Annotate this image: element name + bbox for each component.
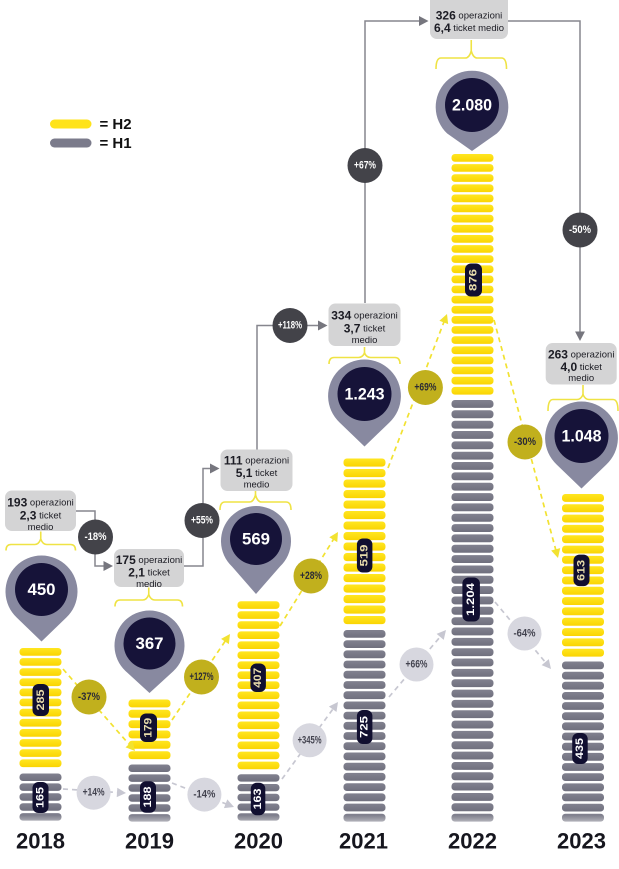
svg-text:2020: 2020 bbox=[234, 829, 283, 854]
svg-text:+14%: +14% bbox=[83, 787, 105, 799]
svg-text:= H2: = H2 bbox=[100, 116, 132, 133]
svg-text:519: 519 bbox=[359, 545, 371, 567]
svg-text:179: 179 bbox=[143, 718, 155, 738]
svg-text:450: 450 bbox=[28, 580, 56, 599]
svg-text:367: 367 bbox=[136, 634, 164, 653]
svg-text:407: 407 bbox=[252, 668, 264, 688]
svg-text:1.204: 1.204 bbox=[465, 582, 477, 616]
svg-text:5,1 ticket: 5,1 ticket bbox=[236, 466, 278, 480]
svg-text:-18%: -18% bbox=[85, 531, 107, 543]
svg-text:2022: 2022 bbox=[448, 829, 497, 854]
svg-text:medio: medio bbox=[136, 579, 162, 590]
svg-text:+55%: +55% bbox=[191, 515, 213, 527]
svg-text:+127%: +127% bbox=[190, 671, 214, 683]
svg-text:+345%: +345% bbox=[298, 734, 322, 746]
svg-text:+67%: +67% bbox=[354, 160, 376, 172]
svg-text:+66%: +66% bbox=[406, 659, 428, 671]
svg-text:-14%: -14% bbox=[193, 789, 215, 801]
svg-text:165: 165 bbox=[35, 787, 47, 808]
svg-text:medio: medio bbox=[28, 522, 54, 533]
svg-text:725: 725 bbox=[359, 716, 371, 738]
svg-text:263 operazioni: 263 operazioni bbox=[548, 348, 615, 362]
svg-text:569: 569 bbox=[242, 530, 270, 549]
svg-text:111 operazioni: 111 operazioni bbox=[224, 454, 289, 468]
svg-text:876: 876 bbox=[468, 269, 480, 291]
svg-text:3,7 ticket: 3,7 ticket bbox=[344, 322, 386, 336]
svg-text:6,4 ticket medio: 6,4 ticket medio bbox=[434, 21, 504, 35]
svg-text:188: 188 bbox=[142, 787, 154, 808]
svg-text:175 operazioni: 175 operazioni bbox=[116, 553, 183, 567]
svg-text:medio: medio bbox=[568, 373, 594, 384]
svg-text:613: 613 bbox=[576, 560, 588, 581]
svg-text:-64%: -64% bbox=[514, 628, 536, 640]
svg-text:1.048: 1.048 bbox=[562, 427, 602, 446]
svg-text:-50%: -50% bbox=[569, 224, 591, 236]
svg-text:2023: 2023 bbox=[557, 829, 606, 854]
svg-text:2018: 2018 bbox=[16, 829, 65, 854]
svg-text:+118%: +118% bbox=[278, 320, 302, 332]
svg-text:= H1: = H1 bbox=[100, 135, 132, 152]
svg-text:2021: 2021 bbox=[339, 829, 388, 854]
svg-text:163: 163 bbox=[252, 789, 264, 810]
svg-text:193 operazioni: 193 operazioni bbox=[7, 496, 74, 510]
svg-text:334 operazioni: 334 operazioni bbox=[331, 309, 398, 323]
svg-text:-30%: -30% bbox=[514, 436, 536, 448]
svg-text:285: 285 bbox=[35, 690, 47, 711]
svg-text:2019: 2019 bbox=[125, 829, 174, 854]
svg-text:2.080: 2.080 bbox=[452, 96, 492, 115]
svg-text:2,3 ticket: 2,3 ticket bbox=[20, 509, 62, 523]
svg-text:+69%: +69% bbox=[414, 382, 436, 394]
svg-text:medio: medio bbox=[352, 335, 378, 346]
svg-text:-37%: -37% bbox=[78, 691, 100, 703]
svg-text:+28%: +28% bbox=[300, 570, 322, 582]
svg-text:medio: medio bbox=[244, 479, 270, 490]
svg-text:435: 435 bbox=[574, 738, 586, 759]
svg-text:326 operazioni: 326 operazioni bbox=[436, 9, 503, 23]
svg-text:4,0 ticket: 4,0 ticket bbox=[560, 360, 602, 374]
svg-text:2,1 ticket: 2,1 ticket bbox=[128, 566, 170, 580]
svg-text:1.243: 1.243 bbox=[345, 385, 385, 404]
